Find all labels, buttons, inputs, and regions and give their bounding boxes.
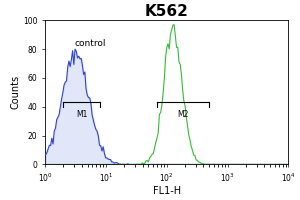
Text: control: control bbox=[74, 39, 106, 48]
Text: M2: M2 bbox=[178, 110, 189, 119]
Title: K562: K562 bbox=[145, 4, 189, 19]
Y-axis label: Counts: Counts bbox=[10, 75, 20, 109]
Text: M1: M1 bbox=[76, 110, 87, 119]
X-axis label: FL1-H: FL1-H bbox=[153, 186, 181, 196]
